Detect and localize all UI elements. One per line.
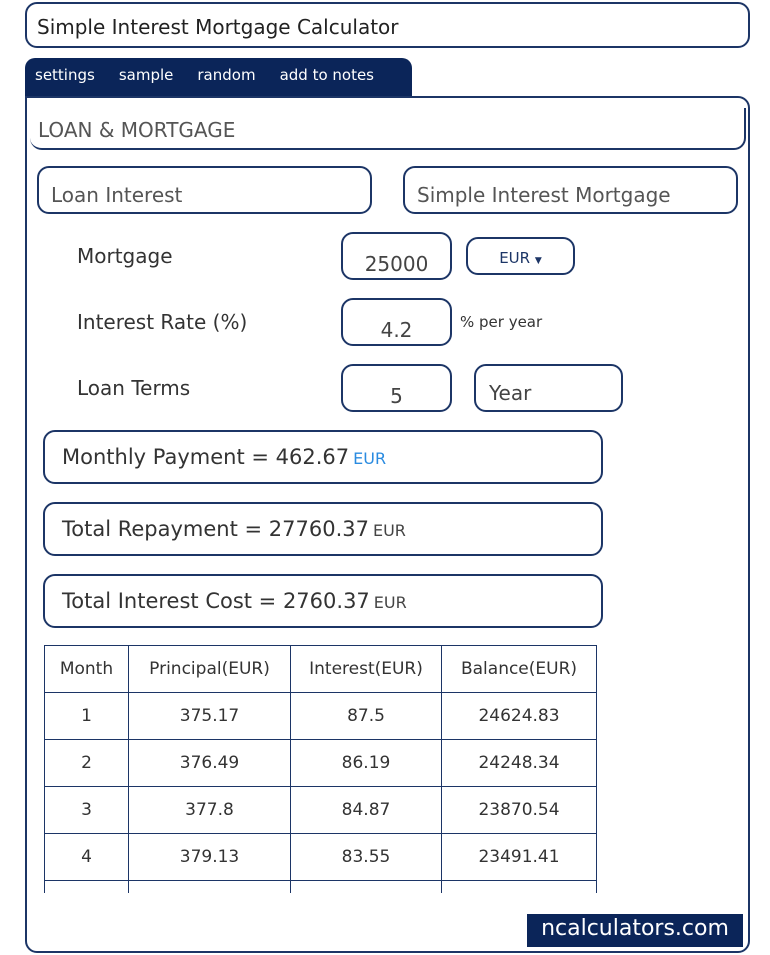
tab-add-to-notes[interactable]: add to notes	[279, 66, 375, 84]
cell	[128, 880, 291, 893]
cell: 23870.54	[441, 786, 597, 834]
tab-random[interactable]: random	[197, 66, 256, 84]
cell: 87.5	[290, 692, 442, 740]
result-unit: EUR	[372, 521, 406, 540]
table-row: 2 376.49 86.19 24248.34	[44, 739, 597, 787]
table-header-row: Month Principal(EUR) Interest(EUR) Balan…	[44, 645, 597, 693]
calculator-title: Simple Interest Mortgage Calculator	[25, 2, 750, 48]
cell: 4	[44, 833, 129, 881]
cell: 375.17	[128, 692, 291, 740]
currency-select[interactable]: EUR ▼	[466, 237, 575, 275]
table-row: 3 377.8 84.87 23870.54	[44, 786, 597, 834]
amortization-table-container[interactable]: Month Principal(EUR) Interest(EUR) Balan…	[44, 645, 597, 893]
result-unit[interactable]: EUR	[353, 449, 387, 468]
result-unit: EUR	[373, 593, 407, 612]
cell: 379.13	[128, 833, 291, 881]
tab-sample[interactable]: sample	[118, 66, 174, 84]
cell: 86.19	[290, 739, 442, 787]
tab-settings[interactable]: settings	[35, 66, 95, 84]
cell: 83.55	[290, 833, 442, 881]
cell	[441, 880, 597, 893]
header-interest: Interest(EUR)	[290, 645, 442, 693]
terms-label: Loan Terms	[77, 376, 191, 400]
cell: 1	[44, 692, 129, 740]
amortization-table: Month Principal(EUR) Interest(EUR) Balan…	[44, 645, 597, 893]
terms-input[interactable]: 5	[341, 364, 452, 412]
cell: 84.87	[290, 786, 442, 834]
header-balance: Balance(EUR)	[441, 645, 597, 693]
total-interest-result: Total Interest Cost = 2760.37 EUR	[43, 574, 603, 628]
header-principal: Principal(EUR)	[128, 645, 291, 693]
rate-label: Interest Rate (%)	[77, 310, 248, 334]
result-value: Monthly Payment = 462.67	[62, 445, 350, 469]
cell	[44, 880, 129, 893]
cell: 24248.34	[441, 739, 597, 787]
section-title: LOAN & MORTGAGE	[30, 108, 746, 150]
cell: 377.8	[128, 786, 291, 834]
mortgage-input[interactable]: 25000	[341, 232, 452, 280]
category-select[interactable]: Loan Interest	[37, 166, 372, 214]
rate-unit: % per year	[460, 313, 543, 331]
cell: 23491.41	[441, 833, 597, 881]
cell	[290, 880, 442, 893]
ncalculators-logo[interactable]: ncalculators.com	[527, 914, 743, 947]
total-repayment-result: Total Repayment = 27760.37 EUR	[43, 502, 603, 556]
terms-unit-select[interactable]: Year	[474, 364, 623, 412]
cell: 376.49	[128, 739, 291, 787]
tab-bar: settings sample random add to notes	[25, 58, 412, 98]
calculator-select[interactable]: Simple Interest Mortgage	[403, 166, 738, 214]
cell: 3	[44, 786, 129, 834]
caret-down-icon: ▼	[534, 256, 542, 266]
table-row	[44, 880, 597, 893]
table-row: 4 379.13 83.55 23491.41	[44, 833, 597, 881]
table-row: 1 375.17 87.5 24624.83	[44, 692, 597, 740]
currency-value: EUR	[499, 249, 531, 267]
cell: 24624.83	[441, 692, 597, 740]
header-month: Month	[44, 645, 129, 693]
result-value: Total Repayment = 27760.37	[62, 517, 369, 541]
rate-input[interactable]: 4.2	[341, 298, 452, 346]
cell: 2	[44, 739, 129, 787]
result-value: Total Interest Cost = 2760.37	[62, 589, 370, 613]
mortgage-label: Mortgage	[77, 244, 173, 268]
monthly-payment-result: Monthly Payment = 462.67 EUR	[43, 430, 603, 484]
